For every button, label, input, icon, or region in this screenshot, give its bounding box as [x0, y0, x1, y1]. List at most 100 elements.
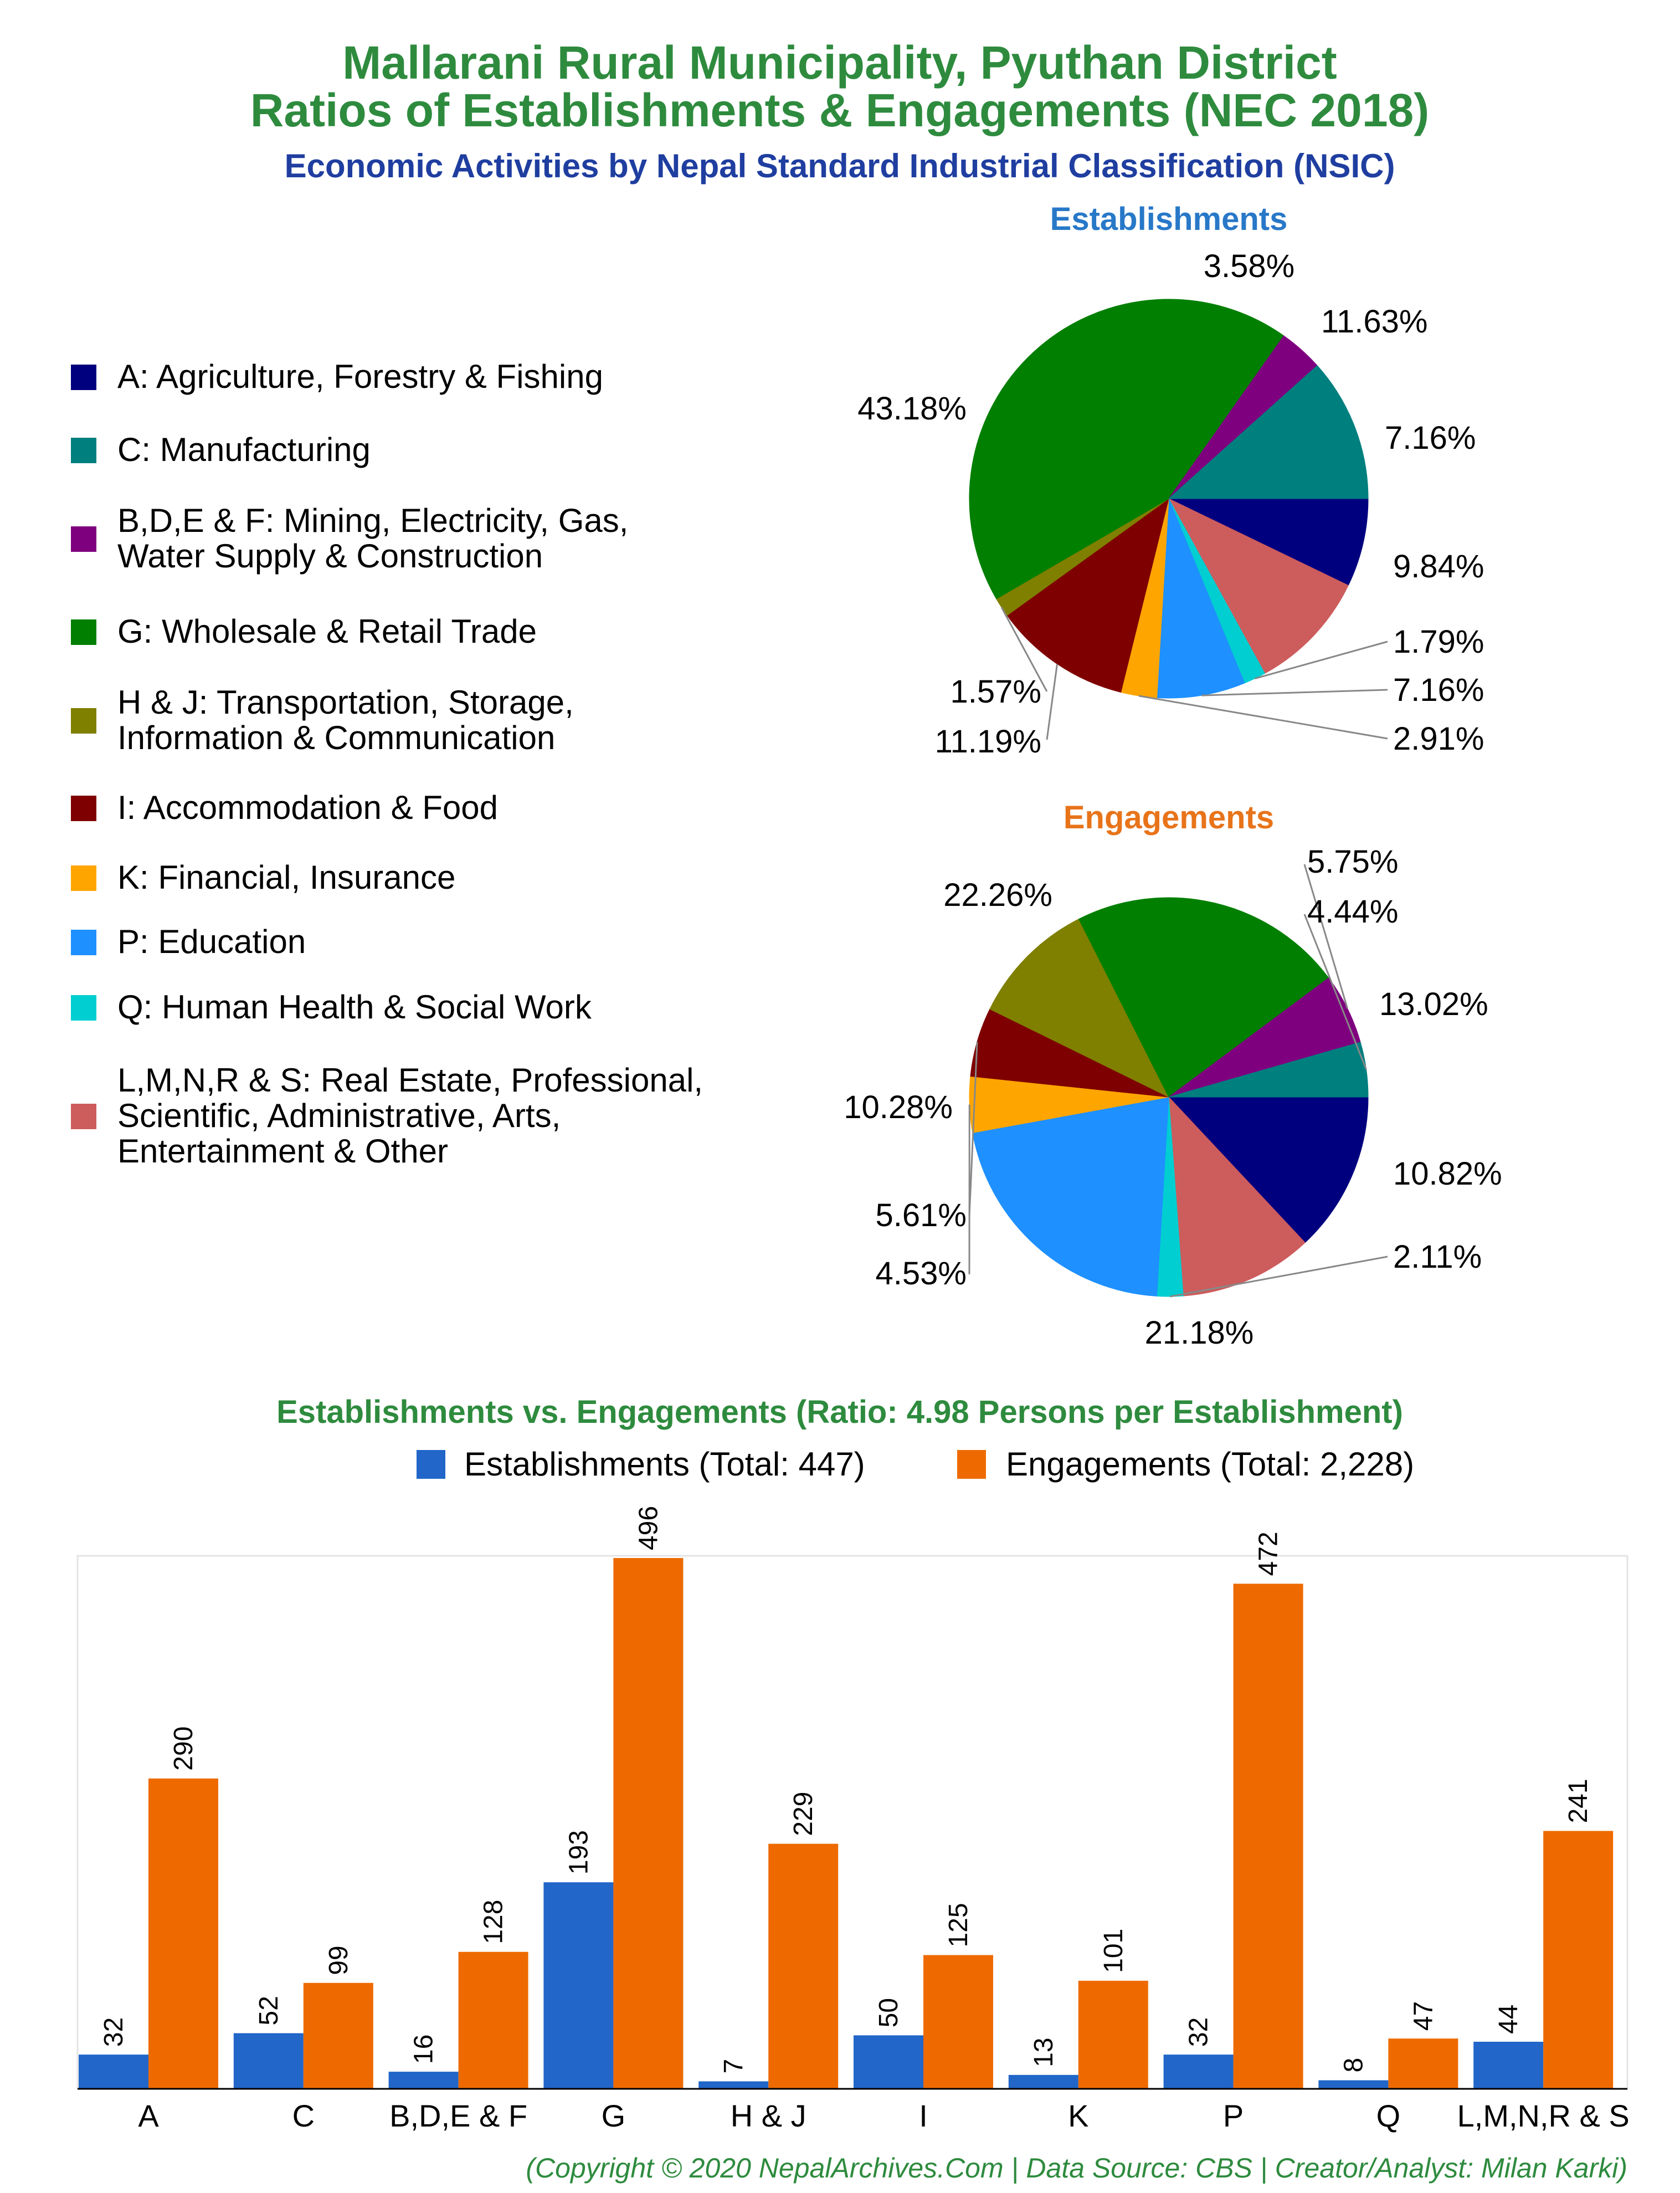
legend-swatch [71, 865, 96, 891]
legend-label: K: Financial, Insurance [117, 859, 455, 896]
pie-leader-line [1138, 695, 1388, 740]
engagements-pie-chart: 13.02% 10.82% 2.11% 21.18% 4.53% 5.61% 10.28% 2… [844, 844, 1502, 1351]
pie-slice-label: 21.18% [1145, 1315, 1254, 1351]
establishments-pie-title: Establishments [1050, 201, 1288, 237]
pie-slice-label: 5.75% [1307, 844, 1398, 880]
pie-leader-line [1000, 607, 1048, 692]
legend-label-establishments: Establishments (Total: 447) [464, 1446, 865, 1483]
legend-label: A: Agriculture, Forestry & Fishing [117, 358, 603, 395]
establishments-bar [1163, 2054, 1234, 2089]
pie-leader-line [1046, 664, 1059, 740]
engagements-bar [1543, 1831, 1614, 2089]
pie-slice [1168, 1096, 1306, 1297]
legend-label: B,D,E & F: Mining, Electricity, Gas, [117, 502, 628, 539]
legend-label: Entertainment & Other [117, 1133, 448, 1170]
bar-value-label: 128 [479, 1900, 508, 1944]
engagements-bar [613, 1558, 684, 2089]
engagements-bar [303, 1982, 373, 2089]
establishments-bar [698, 2081, 769, 2089]
pie-slice-label: 10.82% [1393, 1156, 1502, 1192]
legend-swatch [71, 708, 96, 734]
pie-slice [989, 919, 1170, 1098]
establishments-pie-chart: 7.16% 9.84% 1.79% 7.16% 2.91% 11.19% 1.57% 43.1… [857, 248, 1484, 760]
establishments-bar [1318, 2080, 1389, 2089]
legend-label: Water Supply & Construction [117, 537, 543, 575]
pie-slice [1168, 1096, 1369, 1243]
pie-slice-label: 1.57% [951, 674, 1041, 710]
establishments-bar [543, 1882, 614, 2089]
pie-slice [1168, 365, 1369, 499]
legend-label: I: Accommodation & Food [117, 789, 498, 826]
x-tick-label: C [292, 2098, 315, 2133]
subtitle: Economic Activities by Nepal Standard In… [285, 147, 1395, 185]
pie-leader-line [1303, 914, 1367, 1070]
bar-value-label: 44 [1494, 2005, 1523, 2034]
legend-swatch [71, 365, 96, 390]
bar-value-label: 50 [874, 1998, 903, 2027]
establishments-bar [388, 2072, 459, 2089]
pie-slice-label: 10.28% [844, 1089, 953, 1125]
x-tick-label: I [919, 2098, 928, 2133]
pie-leader-line [1255, 641, 1388, 680]
engagements-bar [1078, 1980, 1148, 2089]
legend-swatch [71, 1104, 96, 1129]
engagements-bar [923, 1955, 993, 2089]
bar-value-label: 16 [409, 2035, 439, 2064]
establishments-bar [233, 2033, 304, 2089]
establishments-vs-engagements-bar-chart: 32 290 A 52 99 C 16 128 B,D,E & F 193 496 G 7 229 H & … [76, 1506, 1630, 2133]
bar-value-label: 13 [1029, 2038, 1059, 2067]
pie-slice [1157, 498, 1245, 699]
x-tick-label: H & J [731, 2098, 806, 2133]
main-title-line2: Ratios of Establishments & Engagements (… [250, 84, 1430, 136]
pie-slice-label: 11.19% [935, 724, 1041, 760]
pie-slice [1006, 498, 1169, 693]
engagements-bar [1233, 1584, 1303, 2089]
pie-slice [972, 1096, 1169, 1297]
pie-slice [1168, 498, 1369, 586]
pie-slice-label: 22.26% [943, 877, 1052, 913]
pie-slice-label: 4.53% [876, 1256, 967, 1292]
pie-slice-label: 9.84% [1393, 549, 1484, 585]
legend-label: C: Manufacturing [117, 431, 371, 468]
pie-slice-label: 2.91% [1393, 721, 1484, 757]
legend-label: L,M,N,R & S: Real Estate, Professional, [117, 1062, 703, 1099]
footer-credit: (Copyright © 2020 NepalArchives.Com | Da… [526, 2153, 1627, 2184]
legend-swatch-engagements [957, 1450, 986, 1479]
bar-chart-title: Establishments vs. Engagements (Ratio: 4… [276, 1394, 1403, 1430]
bar-value-label: 32 [1184, 2017, 1214, 2047]
pie-leader-line [1170, 1256, 1388, 1298]
bar-value-label: 47 [1409, 2001, 1438, 2031]
engagements-pie-title: Engagements [1064, 800, 1274, 836]
pie-slice-label: 5.61% [876, 1197, 967, 1233]
legend-label: P: Education [117, 923, 306, 960]
bar-value-label: 496 [634, 1506, 663, 1550]
category-legend: A: Agriculture, Forestry & Fishing C: Man… [71, 358, 703, 1170]
bar-value-label: 101 [1099, 1929, 1128, 1973]
bar-value-label: 7 [719, 2059, 748, 2074]
x-tick-label: B,D,E & F [389, 2098, 527, 2133]
establishments-bar [1008, 2074, 1078, 2089]
bar-value-label: 229 [789, 1792, 818, 1836]
x-tick-label: L,M,N,R & S [1457, 2098, 1630, 2133]
legend-label: H & J: Transportation, Storage, [117, 684, 574, 721]
legend-label-engagements: Engagements (Total: 2,228) [1006, 1446, 1414, 1483]
legend-swatch [71, 930, 96, 955]
pie-slice-label: 7.16% [1385, 420, 1476, 456]
pie-slice-label: 43.18% [857, 391, 967, 427]
legend-swatch [71, 438, 96, 463]
x-tick-label: P [1223, 2098, 1244, 2133]
engagements-bar [1388, 2038, 1458, 2089]
x-tick-label: A [138, 2098, 159, 2133]
legend-swatch [71, 619, 96, 645]
pie-leader-line [1201, 689, 1388, 696]
pie-slice-label: 1.79% [1393, 624, 1484, 660]
bar-value-label: 241 [1564, 1779, 1593, 1823]
pie-slice-label: 13.02% [1379, 986, 1488, 1022]
legend-label: Scientific, Administrative, Arts, [117, 1097, 561, 1134]
pie-slice [969, 299, 1285, 600]
pie-slice-label: 4.44% [1307, 894, 1398, 930]
engagements-bar [768, 1843, 839, 2089]
establishments-bar [1473, 2042, 1544, 2089]
bar-value-label: 52 [254, 1996, 284, 2025]
